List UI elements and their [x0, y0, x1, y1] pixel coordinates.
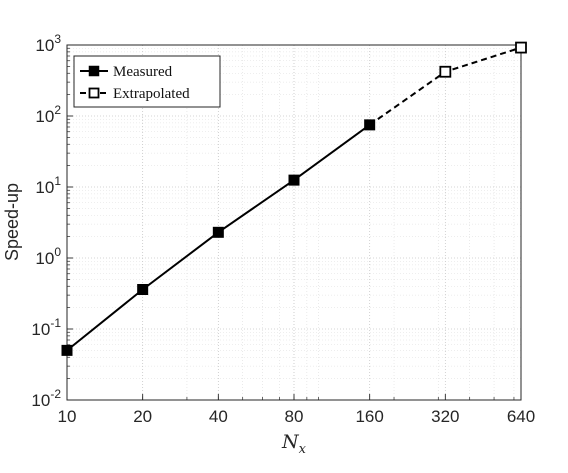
y-tick-base: 10: [31, 391, 50, 410]
legend-label-extrapolated: Extrapolated: [113, 86, 190, 102]
y-tick-exponent: 0: [54, 245, 61, 259]
x-axis-label-main: N: [281, 431, 300, 453]
y-tick-base: 10: [35, 178, 54, 197]
marker-measured: [212, 226, 224, 238]
legend: Measured Extrapolated: [73, 55, 221, 108]
marker-extrapolated: [439, 65, 452, 78]
x-axis-label: Nx: [281, 431, 307, 457]
marker-extrapolated: [515, 41, 527, 54]
y-tick-base: 10: [35, 249, 54, 268]
y-tick-exponent: 1: [54, 174, 61, 188]
marker-measured: [364, 119, 376, 131]
y-tick-label: 100: [35, 245, 61, 268]
y-tick-label: 10-1: [31, 316, 61, 339]
y-axis-label: Speed-up: [2, 183, 22, 261]
y-tick-base: 10: [35, 107, 54, 126]
y-tick-exponent: -1: [50, 316, 61, 330]
y-tick-base: 10: [31, 320, 50, 339]
x-tick-label: 320: [431, 407, 459, 426]
x-tick-label: 160: [355, 407, 383, 426]
x-tick-label: 20: [133, 407, 152, 426]
marker-measured: [61, 344, 73, 356]
x-tick-label: 80: [285, 407, 304, 426]
x-tick-label: 640: [507, 407, 535, 426]
x-axis-label-subscript: x: [299, 442, 307, 457]
x-tick-label: 10: [58, 407, 77, 426]
marker-measured: [137, 284, 149, 296]
legend-marker-extrapolated: [88, 87, 100, 99]
legend-label-measured: Measured: [113, 64, 173, 80]
x-tick-labels: 10 20 40 80 160 320 640: [58, 407, 536, 426]
y-tick-base: 10: [35, 36, 54, 55]
axis-ticks: [66, 44, 522, 401]
legend-box: [73, 55, 221, 108]
y-tick-label: 101: [35, 174, 61, 197]
y-tick-exponent: 3: [54, 32, 61, 46]
series-layer: [61, 41, 527, 356]
marker-measured: [288, 174, 300, 186]
y-tick-label: 103: [35, 32, 61, 55]
legend-marker-measured: [88, 65, 100, 77]
x-tick-label: 40: [209, 407, 228, 426]
y-tick-exponent: -2: [50, 387, 61, 401]
y-tick-exponent: 2: [54, 103, 61, 117]
y-tick-label: 10-2: [31, 387, 61, 410]
y-tick-label: 102: [35, 103, 61, 126]
